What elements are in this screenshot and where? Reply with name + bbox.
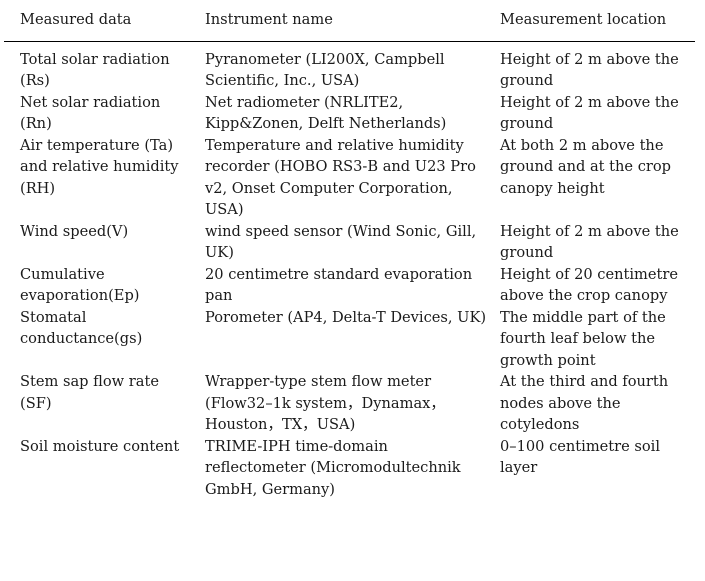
cell-measured-data: Stomatal conductance(gs) [20, 308, 143, 348]
cell-measured-data: Net solar radiation (Rn) [20, 93, 161, 133]
cell-instrument-name: wind speed sensor (Wind Sonic, Gill, UK) [205, 222, 477, 262]
cell-instrument-name: Temperature and relative humidity record… [205, 136, 476, 219]
measurement-table-container: Measured data Instrument name Measuremen… [0, 6, 705, 581]
cell-measurement-location: Height of 2 m above the ground [500, 222, 679, 262]
cell-measurement-location: Height of 2 m above the ground [500, 93, 679, 133]
cell-measured-data: Cumulative evaporation(Ep) [20, 265, 140, 305]
cell-instrument-name: Net radiometer (NRLITE2, Kipp&Zonen, Del… [205, 93, 447, 133]
header-row: Measured data Instrument name Measuremen… [4, 6, 695, 42]
header-measurement-location: Measurement location [487, 6, 695, 42]
table-row: Stomatal conductance(gs) Porometer (AP4,… [4, 307, 695, 372]
cell-measurement-location: At the third and fourth nodes above the … [500, 373, 669, 433]
cell-instrument-name: 20 centimetre standard evaporation pan [205, 265, 473, 305]
table-row: Net solar radiation (Rn) Net radiometer … [4, 92, 695, 135]
cell-measurement-location: 0–100 centimetre soil layer [500, 437, 661, 477]
header-measured-data: Measured data [4, 6, 189, 42]
cell-measurement-location: Height of 2 m above the ground [500, 50, 679, 90]
table-row: Stem sap flow rate (SF) Wrapper-type ste… [4, 371, 695, 436]
cell-instrument-name: TRIME-IPH time-domain reflectometer (Mic… [205, 437, 461, 498]
table-row: Air temperature (Ta) and relative humidi… [4, 135, 695, 221]
table-row: Cumulative evaporation(Ep) 20 centimetre… [4, 264, 695, 307]
cell-instrument-name: Porometer (AP4, Delta-T Devices, UK) [205, 308, 487, 326]
cell-measured-data: Soil moisture content [20, 437, 180, 455]
cell-measurement-location: At both 2 m above the ground and at the … [500, 136, 671, 197]
cell-measurement-location: Height of 20 centimetre above the crop c… [500, 265, 679, 305]
cell-instrument-name: Wrapper-type stem flow meter (Flow32–1k … [205, 373, 445, 433]
cell-measured-data: Air temperature (Ta) and relative humidi… [20, 136, 179, 197]
measurement-table: Measured data Instrument name Measuremen… [4, 6, 695, 500]
table-row: Wind speed(V) wind speed sensor (Wind So… [4, 221, 695, 264]
table-header: Measured data Instrument name Measuremen… [4, 6, 695, 42]
cell-measured-data: Stem sap flow rate (SF) [20, 373, 159, 412]
cell-measured-data: Total solar radiation (Rs) [20, 50, 170, 90]
cell-measured-data: Wind speed(V) [20, 222, 129, 240]
header-instrument-name: Instrument name [189, 6, 487, 42]
table-row: Soil moisture content TRIME-IPH time-dom… [4, 436, 695, 501]
cell-measurement-location: The middle part of the fourth leaf below… [500, 308, 666, 369]
cell-instrument-name: Pyranometer (LI200X, Campbell Scientific… [205, 50, 445, 90]
table-row: Total solar radiation (Rs) Pyranometer (… [4, 41, 695, 92]
table-body: Total solar radiation (Rs) Pyranometer (… [4, 41, 695, 500]
